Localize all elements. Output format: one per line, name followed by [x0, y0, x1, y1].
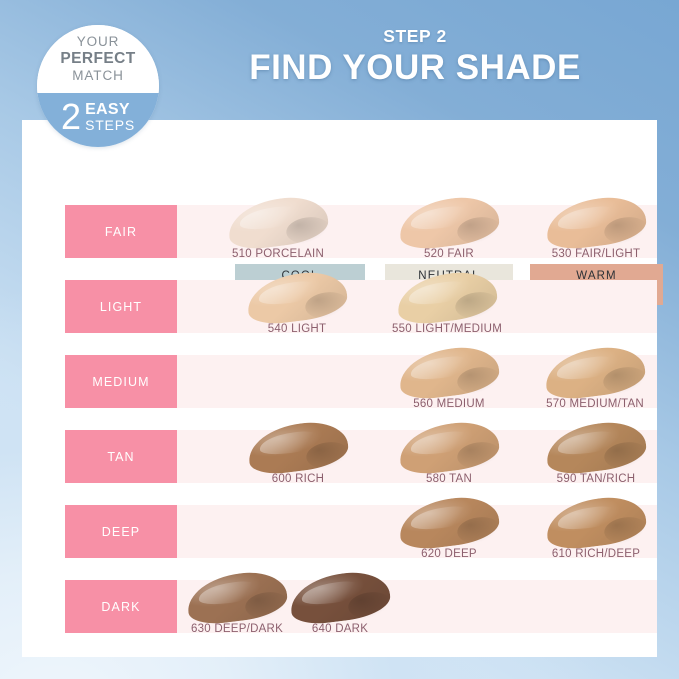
shade-swatch-510 — [225, 193, 331, 252]
shade-label-530: 530 FAIR/LIGHT — [551, 248, 641, 260]
row-label-deep: DEEP — [65, 505, 177, 558]
badge-step-count: 2 — [61, 95, 82, 137]
badge-line-match: MATCH — [72, 67, 124, 83]
shade-cell-610-rich-deep[interactable]: 610 RICH/DEEP — [530, 493, 662, 560]
badge-line-your: YOUR — [76, 34, 120, 50]
badge-bottom-half: 2 EASY STEPS — [37, 92, 159, 147]
row-label-tan: TAN — [65, 430, 177, 483]
shade-label-580: 580 TAN — [425, 473, 473, 485]
badge-top-half: YOUR PERFECT MATCH — [37, 25, 159, 93]
shade-cell-560-medium[interactable]: 560 MEDIUM — [383, 343, 515, 410]
shade-chart-card: COOL UNDERTONES NEUTRAL UNDERTONES WARM … — [22, 120, 663, 657]
shade-swatch-590 — [543, 418, 649, 477]
shade-label-550: 550 LIGHT/MEDIUM — [391, 323, 503, 335]
shade-cell-520-fair[interactable]: 520 FAIR — [383, 193, 515, 260]
shade-label-600: 600 RICH — [271, 473, 325, 485]
shade-label-640: 640 DARK — [311, 623, 369, 635]
shade-cell-540-light[interactable]: 540 LIGHT — [231, 268, 363, 335]
shade-label-540: 540 LIGHT — [267, 323, 327, 335]
shade-swatch-570 — [542, 343, 648, 402]
page-title: FIND YOUR SHADE — [249, 48, 581, 87]
page-title-block: STEP 2 FIND YOUR SHADE — [180, 26, 650, 87]
shade-cell-600-rich[interactable]: 600 RICH — [232, 418, 364, 485]
badge-line-easy: EASY — [85, 100, 130, 118]
shade-label-620: 620 DEEP — [421, 548, 477, 560]
row-label-medium: MEDIUM — [65, 355, 177, 408]
shade-label-520: 520 FAIR — [424, 248, 474, 260]
shade-swatch-620 — [396, 493, 502, 552]
shade-cell-510-porcelain[interactable]: 510 PORCELAIN — [212, 193, 344, 260]
row-label-fair: FAIR — [65, 205, 177, 258]
perfect-match-badge: YOUR PERFECT MATCH 2 EASY STEPS — [37, 25, 159, 147]
shade-label-590: 590 TAN/RICH — [556, 473, 636, 485]
shade-label-570: 570 MEDIUM/TAN — [546, 398, 644, 410]
shade-cell-590-tan-rich[interactable]: 590 TAN/RICH — [530, 418, 662, 485]
shade-label-610: 610 RICH/DEEP — [551, 548, 641, 560]
shade-swatch-520 — [396, 193, 502, 252]
column-header-warm-line1: WARM — [576, 270, 617, 283]
shade-cell-530-fair-light[interactable]: 530 FAIR/LIGHT — [530, 193, 662, 260]
shade-swatch-550 — [394, 268, 500, 327]
shade-cell-630-deep-dark[interactable]: 630 DEEP/DARK — [171, 568, 303, 635]
badge-line-perfect: PERFECT — [60, 49, 136, 67]
shade-cell-550-light-medium[interactable]: 550 LIGHT/MEDIUM — [381, 268, 513, 335]
shade-swatch-630 — [184, 568, 290, 627]
shade-cell-570-medium-tan[interactable]: 570 MEDIUM/TAN — [529, 343, 661, 410]
shade-label-560: 560 MEDIUM — [413, 398, 485, 410]
shade-swatch-540 — [244, 268, 350, 327]
shade-swatch-610 — [543, 493, 649, 552]
shade-swatch-580 — [396, 418, 502, 477]
shade-label-510: 510 PORCELAIN — [231, 248, 325, 260]
shade-label-630: 630 DEEP/DARK — [190, 623, 284, 635]
shade-cell-620-deep[interactable]: 620 DEEP — [383, 493, 515, 560]
shade-swatch-530 — [543, 193, 649, 252]
row-label-light: LIGHT — [65, 280, 177, 333]
shade-swatch-560 — [396, 343, 502, 402]
badge-line-steps: STEPS — [85, 116, 135, 133]
shade-cell-640-dark[interactable]: 640 DARK — [274, 568, 406, 635]
shade-cell-580-tan[interactable]: 580 TAN — [383, 418, 515, 485]
shade-swatch-640 — [287, 568, 393, 627]
step-label: STEP 2 — [383, 26, 447, 46]
shade-swatch-600 — [245, 418, 351, 477]
row-label-dark: DARK — [65, 580, 177, 633]
